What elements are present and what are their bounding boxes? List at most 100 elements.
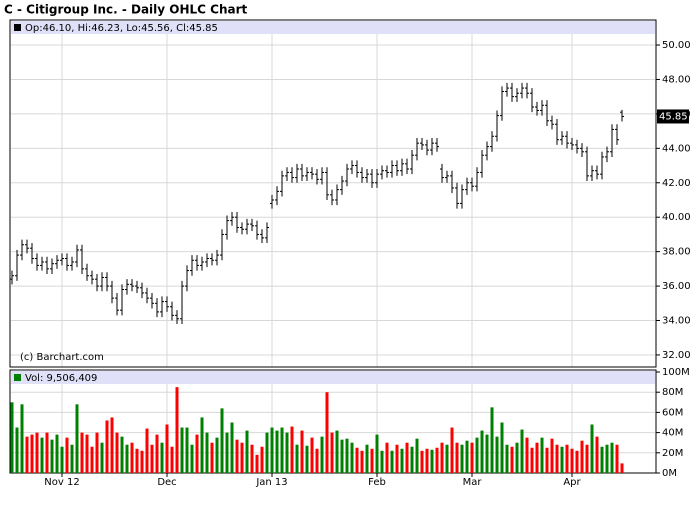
volume-bar — [125, 444, 129, 473]
watermark: (c) Barchart.com — [20, 352, 104, 363]
volume-bar — [15, 427, 19, 473]
y-tick-label: 48.00 — [662, 74, 691, 85]
x-tick-label: Mar — [463, 477, 483, 488]
x-tick-label: Dec — [157, 477, 176, 488]
volume-bar — [440, 442, 444, 473]
volume-bar — [500, 422, 504, 473]
y-tick-label: 60M — [662, 407, 683, 418]
volume-bar — [255, 454, 259, 473]
volume-bar — [50, 439, 54, 473]
y-tick-label: 80M — [662, 387, 683, 398]
volume-bar — [235, 439, 239, 473]
volume-bar — [535, 442, 539, 473]
volume-bar — [605, 444, 609, 473]
volume-bar — [330, 432, 334, 473]
volume-legend: Vol: 9,506,409 — [25, 373, 97, 384]
volume-bar — [200, 417, 204, 473]
volume-bar — [490, 407, 494, 473]
volume-bar — [465, 440, 469, 473]
volume-bar — [110, 417, 114, 473]
volume-bar — [275, 430, 279, 473]
volume-bar — [320, 436, 324, 473]
legend: Op:46.10, Hi:46.23, Lo:45.56, Cl:45.85 — [25, 23, 218, 34]
chart-title: C - Citigroup Inc. - Daily OHLC Chart — [4, 3, 248, 17]
last-price-box — [657, 109, 689, 124]
volume-bar — [525, 437, 529, 473]
volume-bar — [510, 446, 514, 473]
volume-bar — [10, 402, 14, 473]
volume-bar — [310, 437, 314, 473]
legend-swatch — [14, 24, 21, 31]
volume-bar — [70, 444, 74, 473]
volume-bar — [175, 387, 179, 473]
volume-bar — [250, 444, 254, 473]
volume-bar — [315, 448, 319, 473]
volume-bar — [360, 450, 364, 473]
volume-bar — [285, 432, 289, 473]
volume-bar — [435, 447, 439, 473]
volume-bar — [370, 448, 374, 473]
volume-bar — [240, 442, 244, 473]
volume-bar — [115, 432, 119, 473]
volume-bar — [495, 436, 499, 473]
y-tick-label: 32.00 — [662, 350, 691, 361]
price-frame — [9, 19, 657, 368]
volume-bar — [65, 437, 69, 473]
x-tick-label: Feb — [368, 477, 386, 488]
volume-bar — [225, 432, 229, 473]
y-tick-label: 36.00 — [662, 281, 691, 292]
volume-bar — [400, 448, 404, 473]
volume-bar — [565, 444, 569, 473]
volume-bar — [60, 446, 64, 473]
volume-bar — [410, 446, 414, 473]
volume-bar — [505, 444, 509, 473]
volume-bar — [515, 442, 519, 473]
volume-bar — [335, 430, 339, 473]
volume-bar — [295, 444, 299, 473]
volume-bar — [560, 446, 564, 473]
volume-bar — [520, 429, 524, 473]
volume-bar — [430, 449, 434, 473]
volume-bar — [395, 444, 399, 473]
volume-bar — [570, 448, 574, 473]
volume-bar — [25, 436, 29, 473]
volume-bar — [150, 444, 154, 473]
volume-bar — [165, 424, 169, 473]
volume-bar — [280, 427, 284, 473]
y-tick-label: 50.00 — [662, 40, 691, 51]
volume-bar — [85, 434, 89, 473]
volume-bar — [530, 447, 534, 473]
volume-bar — [20, 404, 24, 473]
volume-bar — [585, 444, 589, 473]
volume-bar — [540, 437, 544, 473]
volume-bar — [590, 424, 594, 473]
volume-bar — [420, 450, 424, 473]
volume-bar — [155, 434, 159, 473]
volume-bar — [45, 432, 49, 473]
volume-bar — [135, 448, 139, 473]
volume-bar — [180, 427, 184, 473]
volume-bar — [40, 437, 44, 473]
volume-bar — [615, 444, 619, 473]
volume-bar — [350, 442, 354, 473]
volume-bar — [90, 446, 94, 473]
volume-bar — [185, 427, 189, 473]
volume-bar — [460, 444, 464, 473]
y-tick-label: 44.00 — [662, 143, 691, 154]
volume-bar — [100, 442, 104, 473]
volume-bar — [455, 442, 459, 473]
volume-bar — [610, 442, 614, 473]
volume-bar — [190, 444, 194, 473]
y-tick-label: 38.00 — [662, 247, 691, 258]
volume-bar — [620, 463, 624, 473]
x-tick-label: Nov 12 — [44, 477, 79, 488]
volume-bar — [405, 442, 409, 473]
volume-bar — [220, 408, 224, 473]
volume-bar — [95, 432, 99, 473]
y-tick-label: 40.00 — [662, 212, 691, 223]
volume-bar — [170, 446, 174, 473]
volume-bar — [555, 444, 559, 473]
volume-bar — [230, 422, 234, 473]
volume-bar — [145, 428, 149, 473]
volume-bar — [80, 432, 84, 473]
